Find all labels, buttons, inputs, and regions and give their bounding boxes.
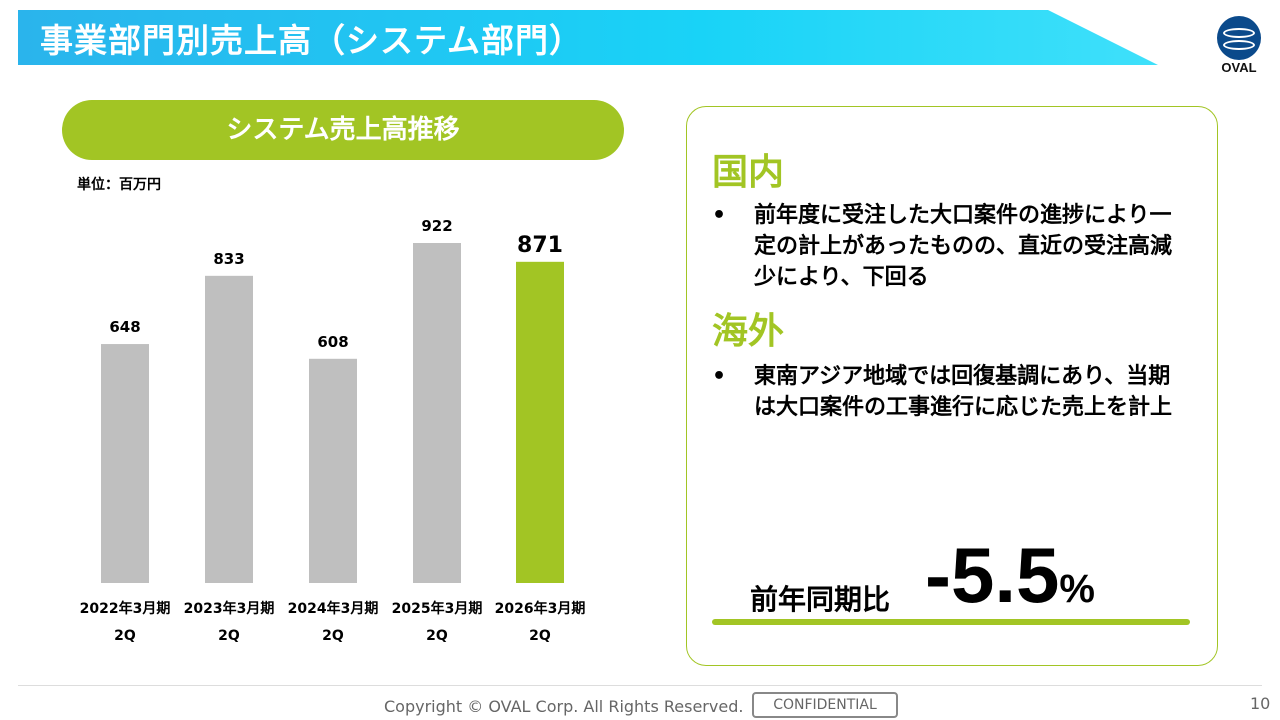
yoy-unit: % xyxy=(1059,567,1095,611)
domestic-heading: 国内 xyxy=(712,152,785,193)
x-tick-label: 2025年3月期 2Q xyxy=(382,596,492,650)
x-tick-line1: 2022年3月期 xyxy=(79,601,171,617)
overseas-text: 東南アジア地域では回復基調にあり、当期は大口案件の工事進行に応じた売上を計上 xyxy=(712,361,1192,423)
x-tick-line1: 2026年3月期 xyxy=(494,601,586,617)
overseas-heading: 海外 xyxy=(712,311,785,352)
x-tick-label: 2022年3月期 2Q xyxy=(70,596,180,650)
data-label: 871 xyxy=(517,233,563,258)
yoy-number: -5.5 xyxy=(925,531,1060,619)
logo-text: OVAL xyxy=(1221,60,1257,75)
yoy-underline xyxy=(712,619,1190,625)
bar xyxy=(101,344,149,583)
commentary-panel xyxy=(686,106,1218,666)
domestic-text: 前年度に受注した大口案件の進捗により一定の計上があったものの、直近の受注高減少に… xyxy=(712,200,1192,293)
x-tick-line2: 2Q xyxy=(529,628,551,644)
confidential-badge: CONFIDENTIAL xyxy=(752,692,898,718)
logo-icon xyxy=(1217,16,1261,60)
x-tick-line2: 2Q xyxy=(426,628,448,644)
footer-divider xyxy=(18,685,1262,686)
x-tick-line1: 2025年3月期 xyxy=(391,601,483,617)
page-title: 事業部門別売上高（システム部門） xyxy=(40,21,584,60)
data-label: 608 xyxy=(317,333,348,351)
yoy-label: 前年同期比 xyxy=(750,583,891,616)
title-banner xyxy=(18,10,1158,65)
bar xyxy=(309,358,357,583)
chart-title: システム売上高推移 xyxy=(62,100,624,160)
yoy-value: -5.5% xyxy=(925,530,1095,621)
x-tick-line2: 2Q xyxy=(114,628,136,644)
bar-chart: 648 833 608 922 871 xyxy=(101,217,564,583)
unit-label: 単位：百万円 xyxy=(77,177,161,193)
x-tick-line1: 2023年3月期 xyxy=(183,601,275,617)
bar xyxy=(516,261,564,583)
x-tick-label: 2024年3月期 2Q xyxy=(278,596,388,650)
oval-logo: OVAL xyxy=(1214,16,1264,75)
page-number: 10 xyxy=(1250,694,1271,713)
x-tick-line2: 2Q xyxy=(322,628,344,644)
x-tick-label: 2026年3月期 2Q xyxy=(485,596,595,650)
copyright: Copyright © OVAL Corp. All Rights Reserv… xyxy=(384,697,744,716)
bar xyxy=(205,275,253,583)
data-label: 648 xyxy=(109,318,140,336)
bar xyxy=(413,243,461,583)
data-label: 922 xyxy=(421,217,452,235)
x-tick-line1: 2024年3月期 xyxy=(287,601,379,617)
x-tick-line2: 2Q xyxy=(218,628,240,644)
data-label: 833 xyxy=(213,250,244,268)
x-tick-label: 2023年3月期 2Q xyxy=(174,596,284,650)
